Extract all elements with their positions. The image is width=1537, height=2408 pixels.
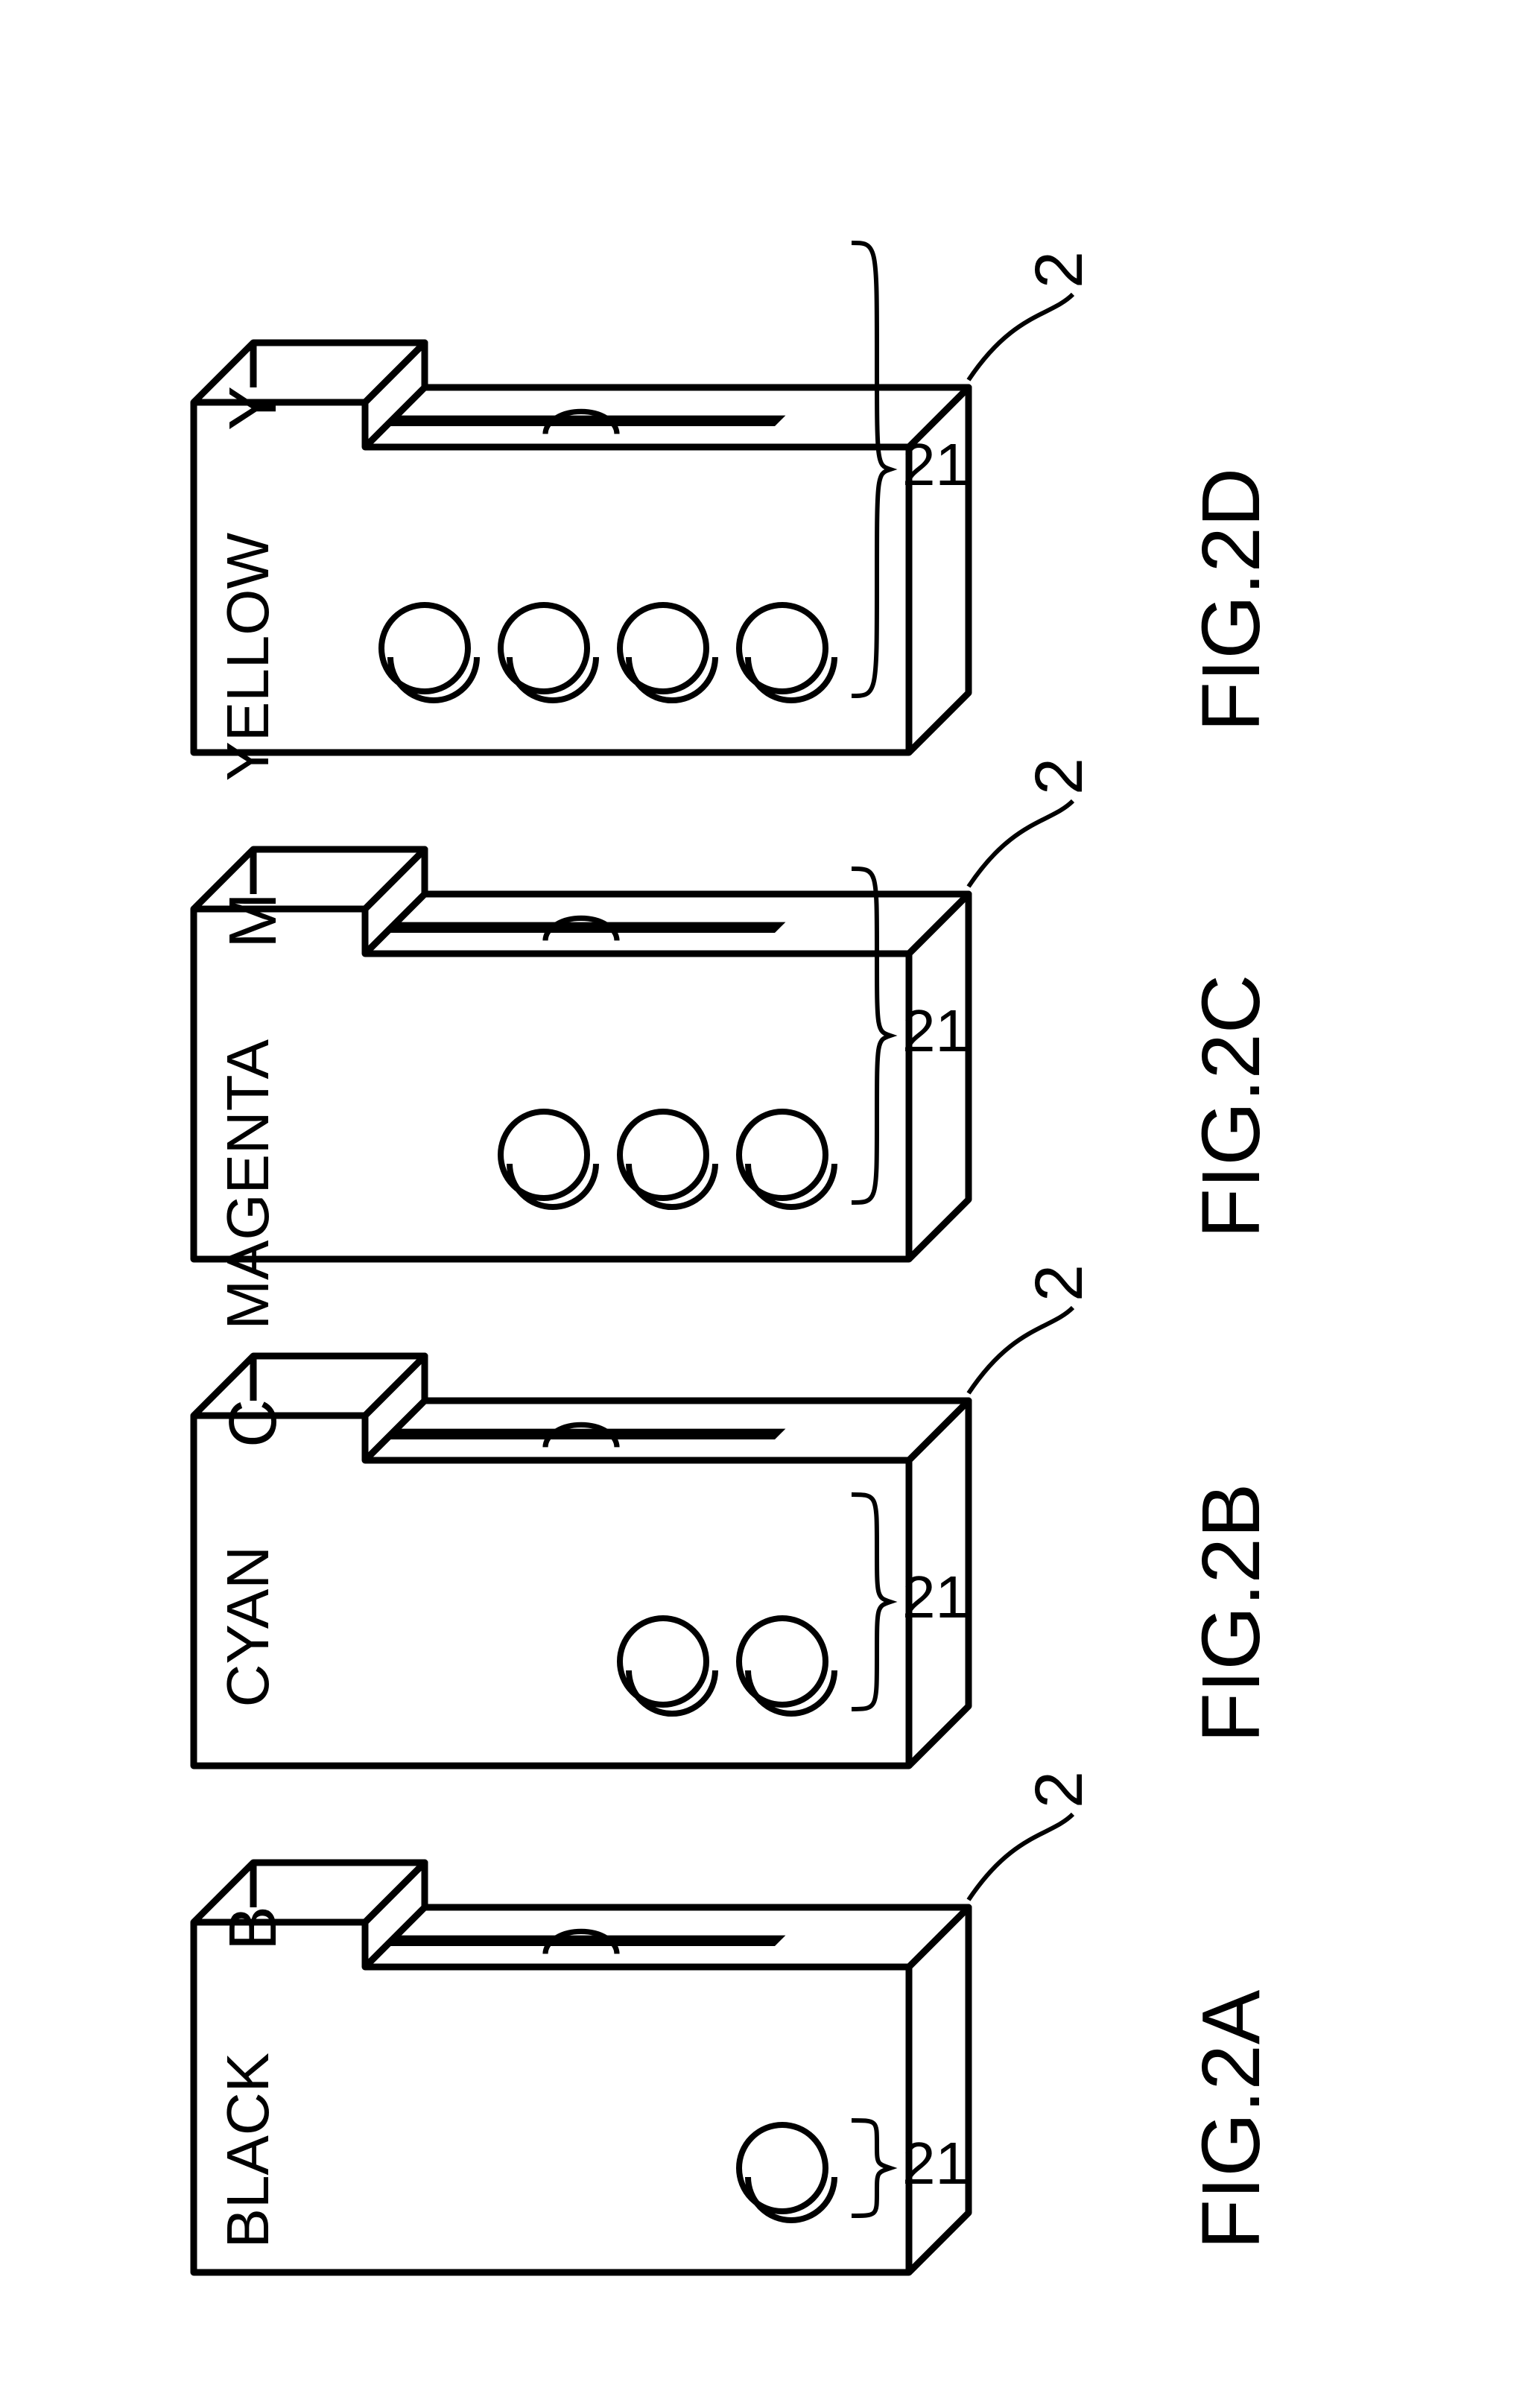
ink-port [381, 605, 468, 691]
reference-label: 2 [1022, 758, 1097, 795]
ink-port [739, 1618, 825, 1705]
brace-label: 21 [902, 1564, 969, 1630]
reference-label: 2 [1022, 1771, 1097, 1808]
figure-label: FIG.2B [1185, 1483, 1277, 1743]
ink-port [501, 1112, 587, 1198]
ink-port [739, 605, 825, 691]
brace [852, 243, 890, 696]
top-letter: C [216, 1399, 291, 1448]
top-letter: B [216, 1906, 291, 1951]
ink-port [620, 1618, 706, 1705]
figure-label: FIG.2D [1185, 468, 1277, 732]
ink-port [620, 605, 706, 691]
reference-leader [969, 1814, 1073, 1900]
front-color-label: CYAN [215, 1546, 281, 1707]
ink-port [739, 2125, 825, 2211]
brace-label: 21 [902, 431, 969, 498]
brace [852, 2120, 890, 2216]
cartridge-B: 21 C CYAN FIG.2B 2 [194, 1264, 1277, 1766]
figure-label: FIG.2C [1185, 975, 1277, 1239]
front-color-label: YELLOW [215, 533, 281, 782]
reference-leader [969, 1308, 1073, 1393]
brace [852, 869, 890, 1203]
chip-contact [387, 416, 785, 426]
cartridge-A: 21 B BLACK FIG.2A 2 [194, 1771, 1277, 2272]
top-letter: Y [216, 386, 291, 431]
cartridge-D: 21 Y YELLOW FIG.2D 2 [194, 243, 1277, 781]
reference-label: 2 [1022, 1264, 1097, 1302]
figure-label: FIG.2A [1185, 1989, 1277, 2249]
cartridge-C: 21 M MAGENTA FIG.2C 2 [194, 758, 1277, 1330]
front-color-label: BLACK [215, 2053, 281, 2248]
ink-port [739, 1112, 825, 1198]
brace [852, 1495, 890, 1709]
brace-label: 21 [902, 998, 969, 1064]
chip-contact [387, 1936, 785, 1946]
top-letter: M [216, 893, 291, 948]
chip-contact [387, 1429, 785, 1439]
reference-leader [969, 294, 1073, 380]
brace-label: 21 [902, 2130, 969, 2196]
ink-port [620, 1112, 706, 1198]
ink-port [501, 605, 587, 691]
chip-contact [387, 922, 785, 933]
reference-label: 2 [1022, 251, 1097, 288]
front-color-label: MAGENTA [215, 1039, 281, 1329]
reference-leader [969, 801, 1073, 887]
